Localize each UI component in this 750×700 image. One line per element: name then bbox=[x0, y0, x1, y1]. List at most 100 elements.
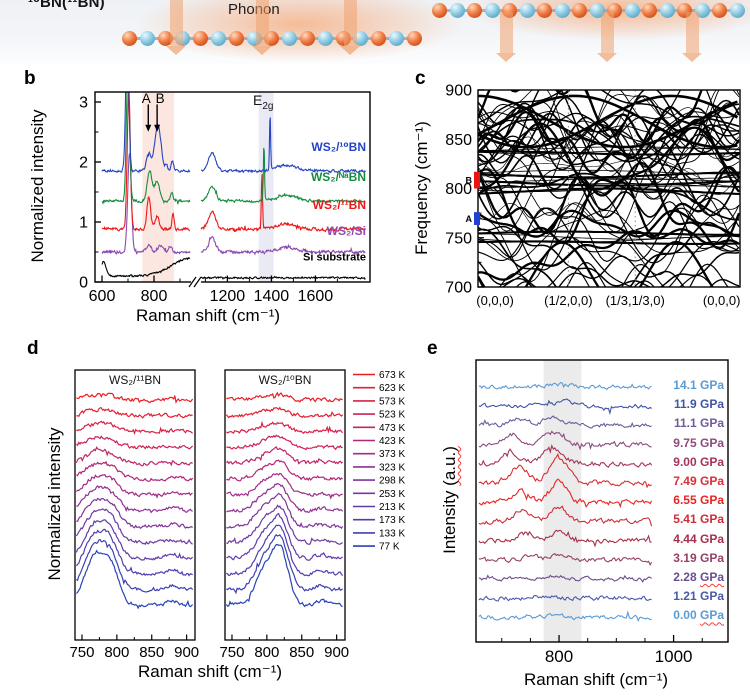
x-tick-label: 800 bbox=[141, 288, 168, 305]
spectrum-curve bbox=[478, 529, 652, 548]
spectrum-curve bbox=[200, 236, 366, 256]
boron-atom bbox=[432, 3, 447, 18]
panel-e-pressure-raman: 800 1000 14.1 GPa 11.9 GPa 11.1 GPa 9.75 GPa… bbox=[428, 342, 750, 700]
legend-label: 673 K bbox=[379, 370, 405, 381]
panel-c-y-axis-label: Frequency (cm⁻¹) bbox=[412, 121, 431, 255]
phonon-arrow-head-icon bbox=[340, 46, 360, 55]
phonon-arrow-icon bbox=[255, 0, 269, 46]
phonon-branch bbox=[478, 102, 740, 188]
panel-b-x-axis-label: Raman shift (cm⁻¹) bbox=[135, 306, 281, 325]
spectrum-curve bbox=[75, 549, 194, 610]
highlight-band bbox=[258, 92, 274, 282]
spectrum-curve bbox=[101, 92, 191, 205]
spectrum-curve bbox=[200, 275, 366, 281]
phonon-arrow-icon bbox=[169, 0, 183, 46]
peak-annotation-label: A bbox=[142, 91, 151, 106]
legend-label: 423 K bbox=[379, 436, 405, 447]
plot-frame bbox=[475, 359, 729, 643]
panel-d-temperature-raman: 750 800 850 900 750 800 850 900 673 K 623 K 573 K 5… bbox=[25, 342, 425, 700]
pressure-curves bbox=[478, 381, 653, 622]
spectrum-curve bbox=[226, 472, 343, 500]
curve-label: WS₂/¹¹BN bbox=[313, 198, 366, 212]
spectrum-curve bbox=[101, 92, 191, 174]
x-tick-label: 1200 bbox=[210, 288, 246, 305]
boron-atom bbox=[642, 3, 657, 18]
temperature-curves bbox=[225, 391, 344, 608]
legend-label: 473 K bbox=[379, 423, 405, 434]
y-tick-label: 0 bbox=[79, 275, 88, 292]
pressure-label: 11.9 GPa bbox=[673, 397, 724, 412]
curve-label: WS₂/Si bbox=[327, 224, 366, 238]
pressure-label: 0.00 GPa bbox=[673, 608, 724, 623]
isotope-bn-label: ¹⁰BN(¹¹BN) bbox=[28, 0, 105, 11]
pressure-label: 5.41 GPa bbox=[673, 512, 724, 527]
mode-marker bbox=[474, 171, 480, 189]
phonon-arrow-icon bbox=[499, 12, 513, 53]
panel-e-x-axis-label: Raman shift (cm⁻¹) bbox=[523, 670, 669, 689]
phonon-arrow-head-icon bbox=[496, 53, 516, 62]
spectrum-curve bbox=[226, 524, 344, 577]
boron-atom bbox=[712, 3, 727, 18]
y-tick-label: 700 bbox=[445, 280, 472, 297]
phonon-branch bbox=[478, 94, 739, 149]
x-tick-label: 800 bbox=[254, 644, 279, 661]
boron-atom bbox=[300, 31, 315, 46]
panel-letter-d: d bbox=[27, 338, 39, 359]
spectrum-curve bbox=[478, 443, 653, 468]
k-point-label: (0,0,0) bbox=[703, 293, 741, 308]
legend-label: 133 K bbox=[379, 528, 405, 539]
phonon-branch bbox=[501, 236, 740, 287]
y-tick-label: 750 bbox=[445, 230, 472, 247]
x-tick-label: 600 bbox=[89, 288, 116, 305]
phonon-arrow-head-icon bbox=[597, 53, 617, 62]
pressure-label: 11.1 GPa bbox=[673, 416, 724, 431]
boron-atom bbox=[537, 3, 552, 18]
plot-frame bbox=[74, 369, 196, 641]
phonon-branch bbox=[478, 94, 738, 149]
phonon-schematic: ¹⁰BN(¹¹BN) Phonon bbox=[0, 0, 750, 64]
y-tick-label: 900 bbox=[445, 83, 472, 100]
legend-label: 323 K bbox=[379, 462, 405, 473]
pressure-label: 1.21 GPa bbox=[673, 589, 724, 604]
spectrum-curve bbox=[226, 492, 344, 530]
nitrogen-atom bbox=[139, 31, 155, 46]
pressure-label: 3.19 GPa bbox=[673, 550, 724, 565]
axis-break bbox=[191, 278, 201, 287]
x-tick-label: 1000 bbox=[655, 647, 693, 666]
pressure-label: 9.00 GPa bbox=[673, 454, 724, 469]
pressure-label: 7.49 GPa bbox=[673, 474, 724, 488]
panel-b-plot: 0 1 2 3 600 800 1200 1400 1600 A B WS₂/¹⁰BN WS₂/ᴺᵃBN… bbox=[79, 91, 371, 305]
spectrum-curve bbox=[76, 420, 193, 436]
annotation-arrow-icon bbox=[145, 124, 152, 132]
boron-atom bbox=[406, 31, 422, 46]
phonon-branch bbox=[478, 90, 740, 125]
e2g-mode-label: E2g bbox=[253, 92, 274, 112]
nitrogen-atom bbox=[519, 3, 535, 18]
spectrum-curve bbox=[478, 610, 652, 622]
x-tick-label: 750 bbox=[219, 644, 244, 661]
spectrum-curve bbox=[75, 508, 193, 546]
phonon-branch bbox=[478, 94, 738, 149]
legend-label: 298 K bbox=[379, 476, 405, 487]
legend-label: 213 K bbox=[379, 502, 405, 513]
mode-marker-label: B bbox=[466, 176, 473, 186]
spectrum-curve bbox=[75, 519, 194, 561]
spectrum-curve bbox=[76, 539, 194, 593]
spectrum-curve bbox=[76, 460, 194, 482]
boron-atom bbox=[122, 31, 137, 46]
phonon-branch bbox=[478, 228, 740, 281]
panel-e-plot: 800 1000 bbox=[475, 359, 729, 666]
phonon-branch bbox=[478, 230, 740, 236]
legend-label: 173 K bbox=[379, 515, 405, 526]
k-point-label: (1/3,1/3,0) bbox=[606, 293, 665, 308]
phonon-branch bbox=[478, 158, 740, 233]
phonon-branch bbox=[478, 180, 740, 187]
peak-annotation-label: B bbox=[156, 91, 165, 106]
boron-atom bbox=[371, 31, 387, 46]
x-tick-label: 1600 bbox=[298, 288, 334, 305]
phonon-branch bbox=[478, 153, 740, 218]
legend-label: 523 K bbox=[379, 410, 405, 421]
boron-atom bbox=[467, 3, 482, 18]
nitrogen-atom bbox=[389, 31, 404, 46]
